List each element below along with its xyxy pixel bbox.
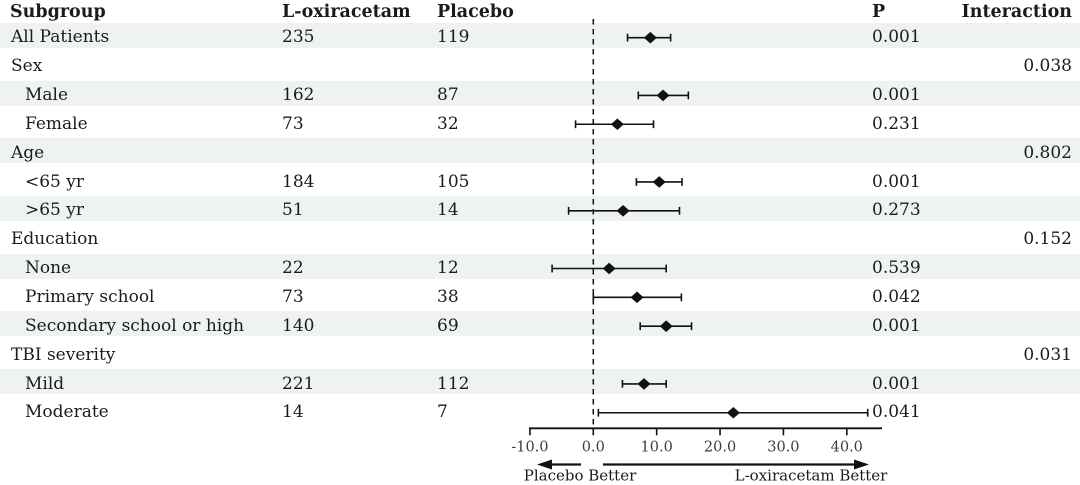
interaction-p-value: 0.031	[1023, 344, 1072, 365]
n-placebo: 112	[437, 373, 470, 394]
x-axis-tick-label: 0.0	[582, 439, 605, 455]
n-treatment: 22	[282, 258, 304, 279]
n-treatment: 140	[282, 315, 315, 336]
subgroup-label: >65 yr	[25, 200, 85, 221]
table-row: >65 yr 51 14 0.273	[0, 196, 1080, 225]
n-treatment: 73	[282, 113, 304, 134]
table-row: Education 0.152	[0, 225, 1080, 254]
column-header-interaction: Interaction	[961, 1, 1072, 22]
p-value: 0.273	[872, 200, 921, 221]
n-treatment: 51	[282, 200, 304, 221]
subgroup-label: Moderate	[25, 402, 109, 423]
p-value: 0.001	[872, 85, 921, 106]
table-row: TBI severity 0.031	[0, 340, 1080, 369]
subgroup-label: Age	[11, 142, 45, 163]
column-header-subgroup: Subgroup	[10, 1, 106, 22]
table-row: Mild 221 112 0.001	[0, 369, 1080, 398]
subgroup-label: Secondary school or high	[25, 315, 245, 336]
x-axis-tick-label: 10.0	[641, 439, 673, 455]
subgroup-label: Mild	[25, 373, 65, 394]
table-row: None 22 12 0.539	[0, 253, 1080, 283]
interaction-p-value: 0.152	[1023, 229, 1072, 250]
left-direction-label: Placebo Better	[524, 467, 637, 485]
column-header-treatment: L-oxiracetam	[282, 1, 411, 22]
subgroup-label: TBI severity	[11, 344, 116, 365]
n-placebo: 119	[437, 27, 470, 48]
p-value: 0.001	[872, 171, 921, 192]
subgroup-label: All Patients	[11, 27, 110, 48]
x-axis-tick-label: -10.0	[511, 439, 548, 455]
n-placebo: 105	[437, 171, 470, 192]
n-treatment: 14	[282, 402, 304, 423]
n-placebo: 12	[437, 258, 459, 279]
n-treatment: 235	[282, 27, 315, 48]
table-row: Male 162 87 0.001	[0, 80, 1080, 110]
table-row: Primary school 73 38 0.042	[0, 283, 1080, 312]
table-row: Moderate 14 7 0.041	[0, 398, 1080, 427]
table-row: Sex 0.038	[0, 52, 1080, 81]
interaction-p-value: 0.038	[1023, 56, 1072, 77]
subgroup-label: Primary school	[25, 287, 155, 308]
p-value: 0.001	[872, 27, 921, 48]
n-placebo: 7	[437, 402, 448, 423]
right-direction-label: L-oxiracetam Better	[735, 467, 889, 485]
n-treatment: 184	[282, 171, 315, 192]
subgroup-label: Male	[25, 85, 69, 106]
p-value: 0.231	[872, 113, 921, 134]
table-header: Subgroup L-oxiracetam Placebo P Interact…	[0, 0, 1080, 23]
subgroup-label: Education	[11, 229, 99, 250]
subgroup-label: Female	[25, 113, 88, 134]
p-value: 0.001	[872, 373, 921, 394]
table-row: Secondary school or high 140 69 0.001	[0, 311, 1080, 341]
column-header-p: P	[872, 1, 886, 22]
n-treatment: 221	[282, 373, 315, 394]
table-row: Age 0.802	[0, 138, 1080, 168]
table-row: All Patients 235 119 0.001	[0, 23, 1080, 52]
interaction-p-value: 0.802	[1023, 142, 1072, 163]
p-value: 0.539	[872, 258, 921, 279]
subgroup-label: <65 yr	[25, 171, 85, 192]
n-placebo: 87	[437, 85, 459, 106]
p-value: 0.001	[872, 315, 921, 336]
table-row: <65 yr 184 105 0.001	[0, 167, 1080, 196]
n-placebo: 38	[437, 287, 459, 308]
table-row: Female 73 32 0.231	[0, 110, 1080, 139]
subgroup-label: None	[25, 258, 72, 279]
right-arrow-icon	[854, 459, 869, 470]
n-placebo: 14	[437, 200, 459, 221]
n-placebo: 32	[437, 113, 459, 134]
subgroup-label: Sex	[11, 56, 43, 77]
x-axis-tick-label: 40.0	[831, 439, 863, 455]
x-axis-tick-label: 20.0	[704, 439, 736, 455]
n-treatment: 73	[282, 287, 304, 308]
column-header-placebo: Placebo	[437, 1, 514, 22]
left-arrow-icon	[537, 459, 552, 470]
n-treatment: 162	[282, 85, 315, 106]
n-placebo: 69	[437, 315, 459, 336]
x-axis-tick-label: 30.0	[767, 439, 799, 455]
p-value: 0.042	[872, 287, 921, 308]
table-body: All Patients 235 119 0.001 Sex 0.038 Mal…	[0, 23, 1080, 427]
p-value: 0.041	[872, 402, 921, 423]
